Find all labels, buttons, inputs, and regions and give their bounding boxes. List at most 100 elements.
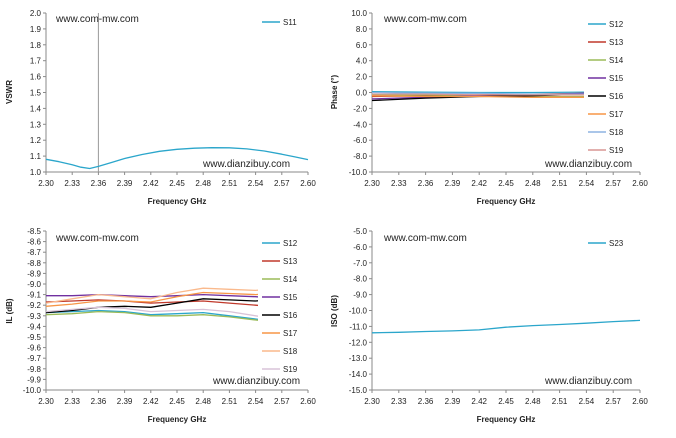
legend-label: S12 <box>283 239 298 248</box>
x-tick-label: 2.42 <box>471 179 487 188</box>
x-tick-label: 2.30 <box>38 179 54 188</box>
legend-label: S18 <box>609 128 624 137</box>
y-axis-label: VSWR <box>5 80 14 104</box>
x-tick-label: 2.30 <box>38 397 54 406</box>
series-line-s23 <box>371 319 641 334</box>
x-axis-label: Frequency GHz <box>477 197 536 206</box>
y-tick-label: 1.9 <box>30 25 42 34</box>
legend-label: S19 <box>283 365 298 374</box>
y-tick-label: 10.0 <box>351 9 367 18</box>
y-tick-label: -8.0 <box>353 152 367 161</box>
y-tick-label: -8.9 <box>27 269 41 278</box>
x-tick-label: 2.60 <box>632 397 648 406</box>
y-tick-label: -9.2 <box>27 301 41 310</box>
x-tick-label: 2.33 <box>64 179 80 188</box>
y-tick-label: -8.5 <box>27 227 41 236</box>
legend-label: S18 <box>283 347 298 356</box>
watermark-bottom: www.dianzibuy.com <box>544 159 632 170</box>
legend-label: S14 <box>609 56 624 65</box>
legend-label: S17 <box>609 110 624 119</box>
x-tick-label: 2.51 <box>552 397 568 406</box>
x-tick-label: 2.54 <box>579 179 595 188</box>
x-axis-label: Frequency GHz <box>148 197 207 206</box>
y-tick-label: -8.8 <box>27 259 41 268</box>
x-tick-label: 2.39 <box>117 397 133 406</box>
legend-label: S12 <box>609 20 624 29</box>
x-tick-label: 2.51 <box>552 179 568 188</box>
legend-label: S15 <box>609 74 624 83</box>
x-tick-label: 2.36 <box>91 397 107 406</box>
y-tick-label: 1.4 <box>30 104 42 113</box>
x-tick-label: 2.57 <box>274 179 290 188</box>
legend-label: S13 <box>609 38 624 47</box>
y-tick-label: -10.0 <box>349 168 368 177</box>
y-tick-label: -10.0 <box>349 307 368 316</box>
x-tick-label: 2.48 <box>195 397 211 406</box>
y-tick-label: 1.6 <box>30 73 42 82</box>
y-axis-label: Phase (°) <box>330 75 339 110</box>
x-axis-label: Frequency GHz <box>477 415 536 424</box>
watermark-bottom: www.dianzibuy.com <box>202 159 290 170</box>
y-tick-label: -9.0 <box>353 291 367 300</box>
legend: S11 <box>258 13 308 27</box>
watermark-top: www.com-mw.com <box>383 14 467 25</box>
y-tick-label: -11.0 <box>349 322 367 331</box>
x-tick-label: 2.39 <box>117 179 133 188</box>
x-tick-label: 2.51 <box>222 397 238 406</box>
y-tick-label: -10.0 <box>23 386 42 395</box>
x-tick-label: 2.60 <box>300 397 316 406</box>
y-tick-label: -9.1 <box>27 291 41 300</box>
y-tick-label: 4.0 <box>356 57 368 66</box>
legend: S23 <box>584 234 640 248</box>
y-tick-label: -2.0 <box>353 104 367 113</box>
x-tick-label: 2.39 <box>445 397 461 406</box>
y-tick-label: 2.0 <box>30 9 42 18</box>
legend-label: S16 <box>283 311 298 320</box>
y-tick-label: -4.0 <box>353 120 367 129</box>
y-axis-label: IL (dB) <box>5 298 14 324</box>
x-tick-label: 2.39 <box>445 179 461 188</box>
x-tick-label: 2.48 <box>195 179 211 188</box>
y-tick-label: 2.0 <box>356 73 368 82</box>
y-tick-label: 1.2 <box>30 136 42 145</box>
y-tick-label: -9.6 <box>27 344 41 353</box>
y-tick-label: -7.0 <box>353 259 367 268</box>
y-tick-label: -6.0 <box>353 243 367 252</box>
y-tick-label: -5.0 <box>353 227 367 236</box>
x-tick-label: 2.57 <box>274 397 290 406</box>
y-tick-label: -9.8 <box>27 365 41 374</box>
y-tick-label: 8.0 <box>356 25 368 34</box>
legend-label: S16 <box>609 92 624 101</box>
legend-label: S15 <box>283 293 298 302</box>
x-tick-label: 2.45 <box>498 397 514 406</box>
y-tick-label: -13.0 <box>349 354 368 363</box>
y-tick-label: -9.7 <box>27 354 41 363</box>
watermark-top: www.com-mw.com <box>55 233 139 244</box>
y-tick-label: 1.0 <box>30 168 42 177</box>
legend-label: S11 <box>283 18 297 27</box>
watermark-top: www.com-mw.com <box>383 233 467 244</box>
y-tick-label: -14.0 <box>349 370 368 379</box>
y-axis-label: ISO (dB) <box>330 295 339 327</box>
phase-chart: -10.0 -8.0 -6.0 -4.0 -2.0 0.0 2.0 4.0 6.0 8.0 10.0… <box>330 9 648 206</box>
x-tick-label: 2.33 <box>64 397 80 406</box>
legend: S12 S13 S14 S15 S16 S17 S18 S19 <box>584 15 640 155</box>
y-tick-label: -9.9 <box>27 375 41 384</box>
y-tick-label: 1.7 <box>30 57 42 66</box>
x-tick-label: 2.51 <box>222 179 238 188</box>
legend-label: S19 <box>609 146 624 155</box>
y-tick-label: -8.6 <box>27 238 41 247</box>
x-tick-label: 2.54 <box>248 179 264 188</box>
watermark-bottom: www.dianzibuy.com <box>212 376 300 387</box>
legend-label: S14 <box>283 275 298 284</box>
series-line-s11 <box>45 147 309 170</box>
x-tick-label: 2.36 <box>418 179 434 188</box>
x-tick-label: 2.60 <box>300 179 316 188</box>
x-tick-label: 2.45 <box>169 397 185 406</box>
x-axis-label: Frequency GHz <box>148 415 207 424</box>
x-tick-label: 2.54 <box>579 397 595 406</box>
x-tick-label: 2.30 <box>364 397 380 406</box>
x-tick-label: 2.36 <box>418 397 434 406</box>
